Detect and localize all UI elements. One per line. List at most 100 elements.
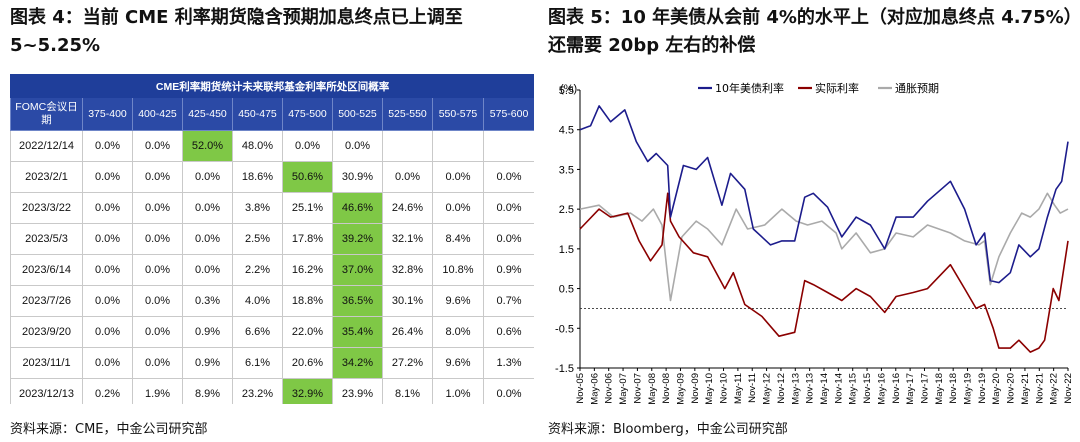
- x-tick-label: May-07: [618, 373, 629, 405]
- probability-cell: 20.6%: [282, 347, 333, 379]
- figure4-title: 图表 4：当前 CME 利率期货隐含预期加息终点已上调至 5~5.25%: [10, 7, 463, 56]
- probability-cell: 8.1%: [382, 378, 433, 404]
- table-row: 2023/2/1 0.0% 0.0% 0.0% 18.6% 50.6% 30.9% 0.0% 0…: [10, 161, 534, 193]
- header-range: 500-525: [332, 97, 383, 131]
- probability-cell: 2.2%: [232, 254, 283, 286]
- probability-cell: 0.0%: [432, 161, 484, 193]
- probability-cell: 10.8%: [432, 254, 484, 286]
- x-tick-label: May-13: [790, 373, 801, 405]
- cme-probability-table-wrap: CME利率期货统计未来联邦基金利率所处区间概率 FOMC会议日期 375-400 4…: [10, 74, 534, 404]
- probability-cell: 0.0%: [132, 130, 183, 162]
- probability-cell: 0.2%: [82, 378, 133, 404]
- probability-cell: 0.0%: [432, 192, 484, 224]
- probability-cell: 18.8%: [282, 285, 333, 317]
- probability-cell: 0.7%: [482, 285, 534, 317]
- table-header-row: FOMC会议日期 375-400 400-425 425-450 450-475 475-…: [10, 97, 534, 131]
- probability-cell: 0.6%: [482, 316, 534, 348]
- table-row: 2023/9/20 0.0% 0.0% 0.9% 6.6% 22.0% 35.4% 26.4%…: [10, 316, 534, 348]
- header-range: 475-500: [282, 97, 333, 131]
- row-date: 2023/11/1: [10, 347, 83, 379]
- x-tick-label: Nov-16: [891, 373, 902, 404]
- row-date: 2023/12/13: [10, 378, 83, 404]
- row-date: 2023/3/22: [10, 192, 83, 224]
- table-row: 2023/6/14 0.0% 0.0% 0.0% 2.2% 16.2% 37.0% 32.8%…: [10, 254, 534, 286]
- probability-cell: 0.0%: [482, 378, 534, 404]
- probability-cell: 16.2%: [282, 254, 333, 286]
- header-range: 375-400: [82, 97, 133, 131]
- probability-cell: [382, 130, 433, 162]
- probability-cell: 1.3%: [482, 347, 534, 379]
- probability-cell: 48.0%: [232, 130, 283, 162]
- probability-cell: 0.0%: [132, 285, 183, 317]
- row-date: 2023/9/20: [10, 316, 83, 348]
- header-range: 550-575: [432, 97, 484, 131]
- x-tick-label: May-21: [1020, 373, 1031, 405]
- probability-cell: 0.0%: [282, 130, 333, 162]
- probability-cell: 0.0%: [482, 161, 534, 193]
- x-tick-label: Nov-13: [805, 373, 816, 404]
- x-tick-label: Nov-10: [719, 373, 730, 404]
- x-tick-label: May-15: [848, 373, 859, 405]
- probability-cell-max: 36.5%: [332, 285, 383, 317]
- x-tick-label: Nov-21: [1034, 373, 1045, 404]
- x-tick-label: Nov-19: [977, 373, 988, 404]
- probability-cell: 0.0%: [132, 192, 183, 224]
- figure4-source: 资料来源：CME，中金公司研究部: [10, 422, 208, 437]
- x-tick-label: May-16: [876, 373, 887, 405]
- probability-cell: 0.0%: [82, 161, 133, 193]
- figure5-title: 图表 5：10 年美债从会前 4%的水平上（对应加息终点 4.75%）还需要 2…: [548, 7, 1073, 56]
- probability-cell: 9.6%: [432, 285, 484, 317]
- legend-label: 10年美债利率: [715, 81, 784, 95]
- x-tick-label: May-22: [1049, 373, 1060, 405]
- row-date: 2023/7/26: [10, 285, 83, 317]
- probability-cell: 0.0%: [132, 254, 183, 286]
- row-date: 2023/2/1: [10, 161, 83, 193]
- header-range: 525-550: [382, 97, 433, 131]
- probability-cell: 25.1%: [282, 192, 333, 224]
- x-tick-label: Nov-06: [604, 373, 615, 404]
- row-date: 2023/5/3: [10, 223, 83, 255]
- x-tick-label: Nov-15: [862, 373, 873, 404]
- series-line-1: [579, 192, 1069, 353]
- x-tick-label: Nov-22: [1063, 373, 1074, 404]
- series-line-0: [579, 105, 1069, 284]
- probability-cell: 27.2%: [382, 347, 433, 379]
- x-tick-label: May-12: [762, 373, 773, 405]
- probability-cell-max: 35.4%: [332, 316, 383, 348]
- x-tick-label: May-20: [991, 373, 1002, 405]
- probability-cell: 3.8%: [232, 192, 283, 224]
- probability-cell: 0.0%: [82, 130, 133, 162]
- probability-cell: 0.0%: [182, 161, 233, 193]
- probability-cell: 26.4%: [382, 316, 433, 348]
- probability-cell-max: 50.6%: [282, 161, 333, 193]
- header-fomc-date: FOMC会议日期: [10, 97, 83, 131]
- y-tick-label: 4.5: [559, 125, 574, 137]
- probability-cell: 8.4%: [432, 223, 484, 255]
- x-tick-label: Nov-11: [747, 373, 758, 403]
- probability-cell: 32.1%: [382, 223, 433, 255]
- header-range: 450-475: [232, 97, 283, 131]
- legend-label: 实际利率: [815, 81, 859, 95]
- table-row: 2023/12/13 0.2% 1.9% 8.9% 23.2% 32.9% 23.9% 8.1…: [10, 378, 534, 404]
- x-tick-label: Nov-14: [833, 373, 844, 404]
- y-tick-label: 3.5: [559, 164, 574, 176]
- probability-cell: [432, 130, 484, 162]
- probability-cell: 0.0%: [132, 347, 183, 379]
- probability-cell: 0.9%: [182, 316, 233, 348]
- probability-cell: 8.9%: [182, 378, 233, 404]
- row-date: 2022/12/14: [10, 130, 83, 162]
- probability-cell: 0.0%: [82, 285, 133, 317]
- y-tick-label: 1.5: [559, 244, 574, 256]
- x-tick-label: May-19: [963, 373, 974, 405]
- y-tick-label: -0.5: [555, 323, 574, 335]
- probability-cell-max: 39.2%: [332, 223, 383, 255]
- x-tick-label: May-06: [589, 373, 600, 405]
- table-body: 2022/12/14 0.0% 0.0% 52.0% 48.0% 0.0% 0.0% 2023…: [10, 130, 534, 404]
- probability-cell: 0.0%: [182, 223, 233, 255]
- x-tick-label: Nov-08: [661, 373, 672, 404]
- probability-cell: 0.0%: [82, 254, 133, 286]
- probability-cell: 0.0%: [382, 161, 433, 193]
- table-row: 2023/3/22 0.0% 0.0% 0.0% 3.8% 25.1% 46.6% 24.6%…: [10, 192, 534, 224]
- row-date: 2023/6/14: [10, 254, 83, 286]
